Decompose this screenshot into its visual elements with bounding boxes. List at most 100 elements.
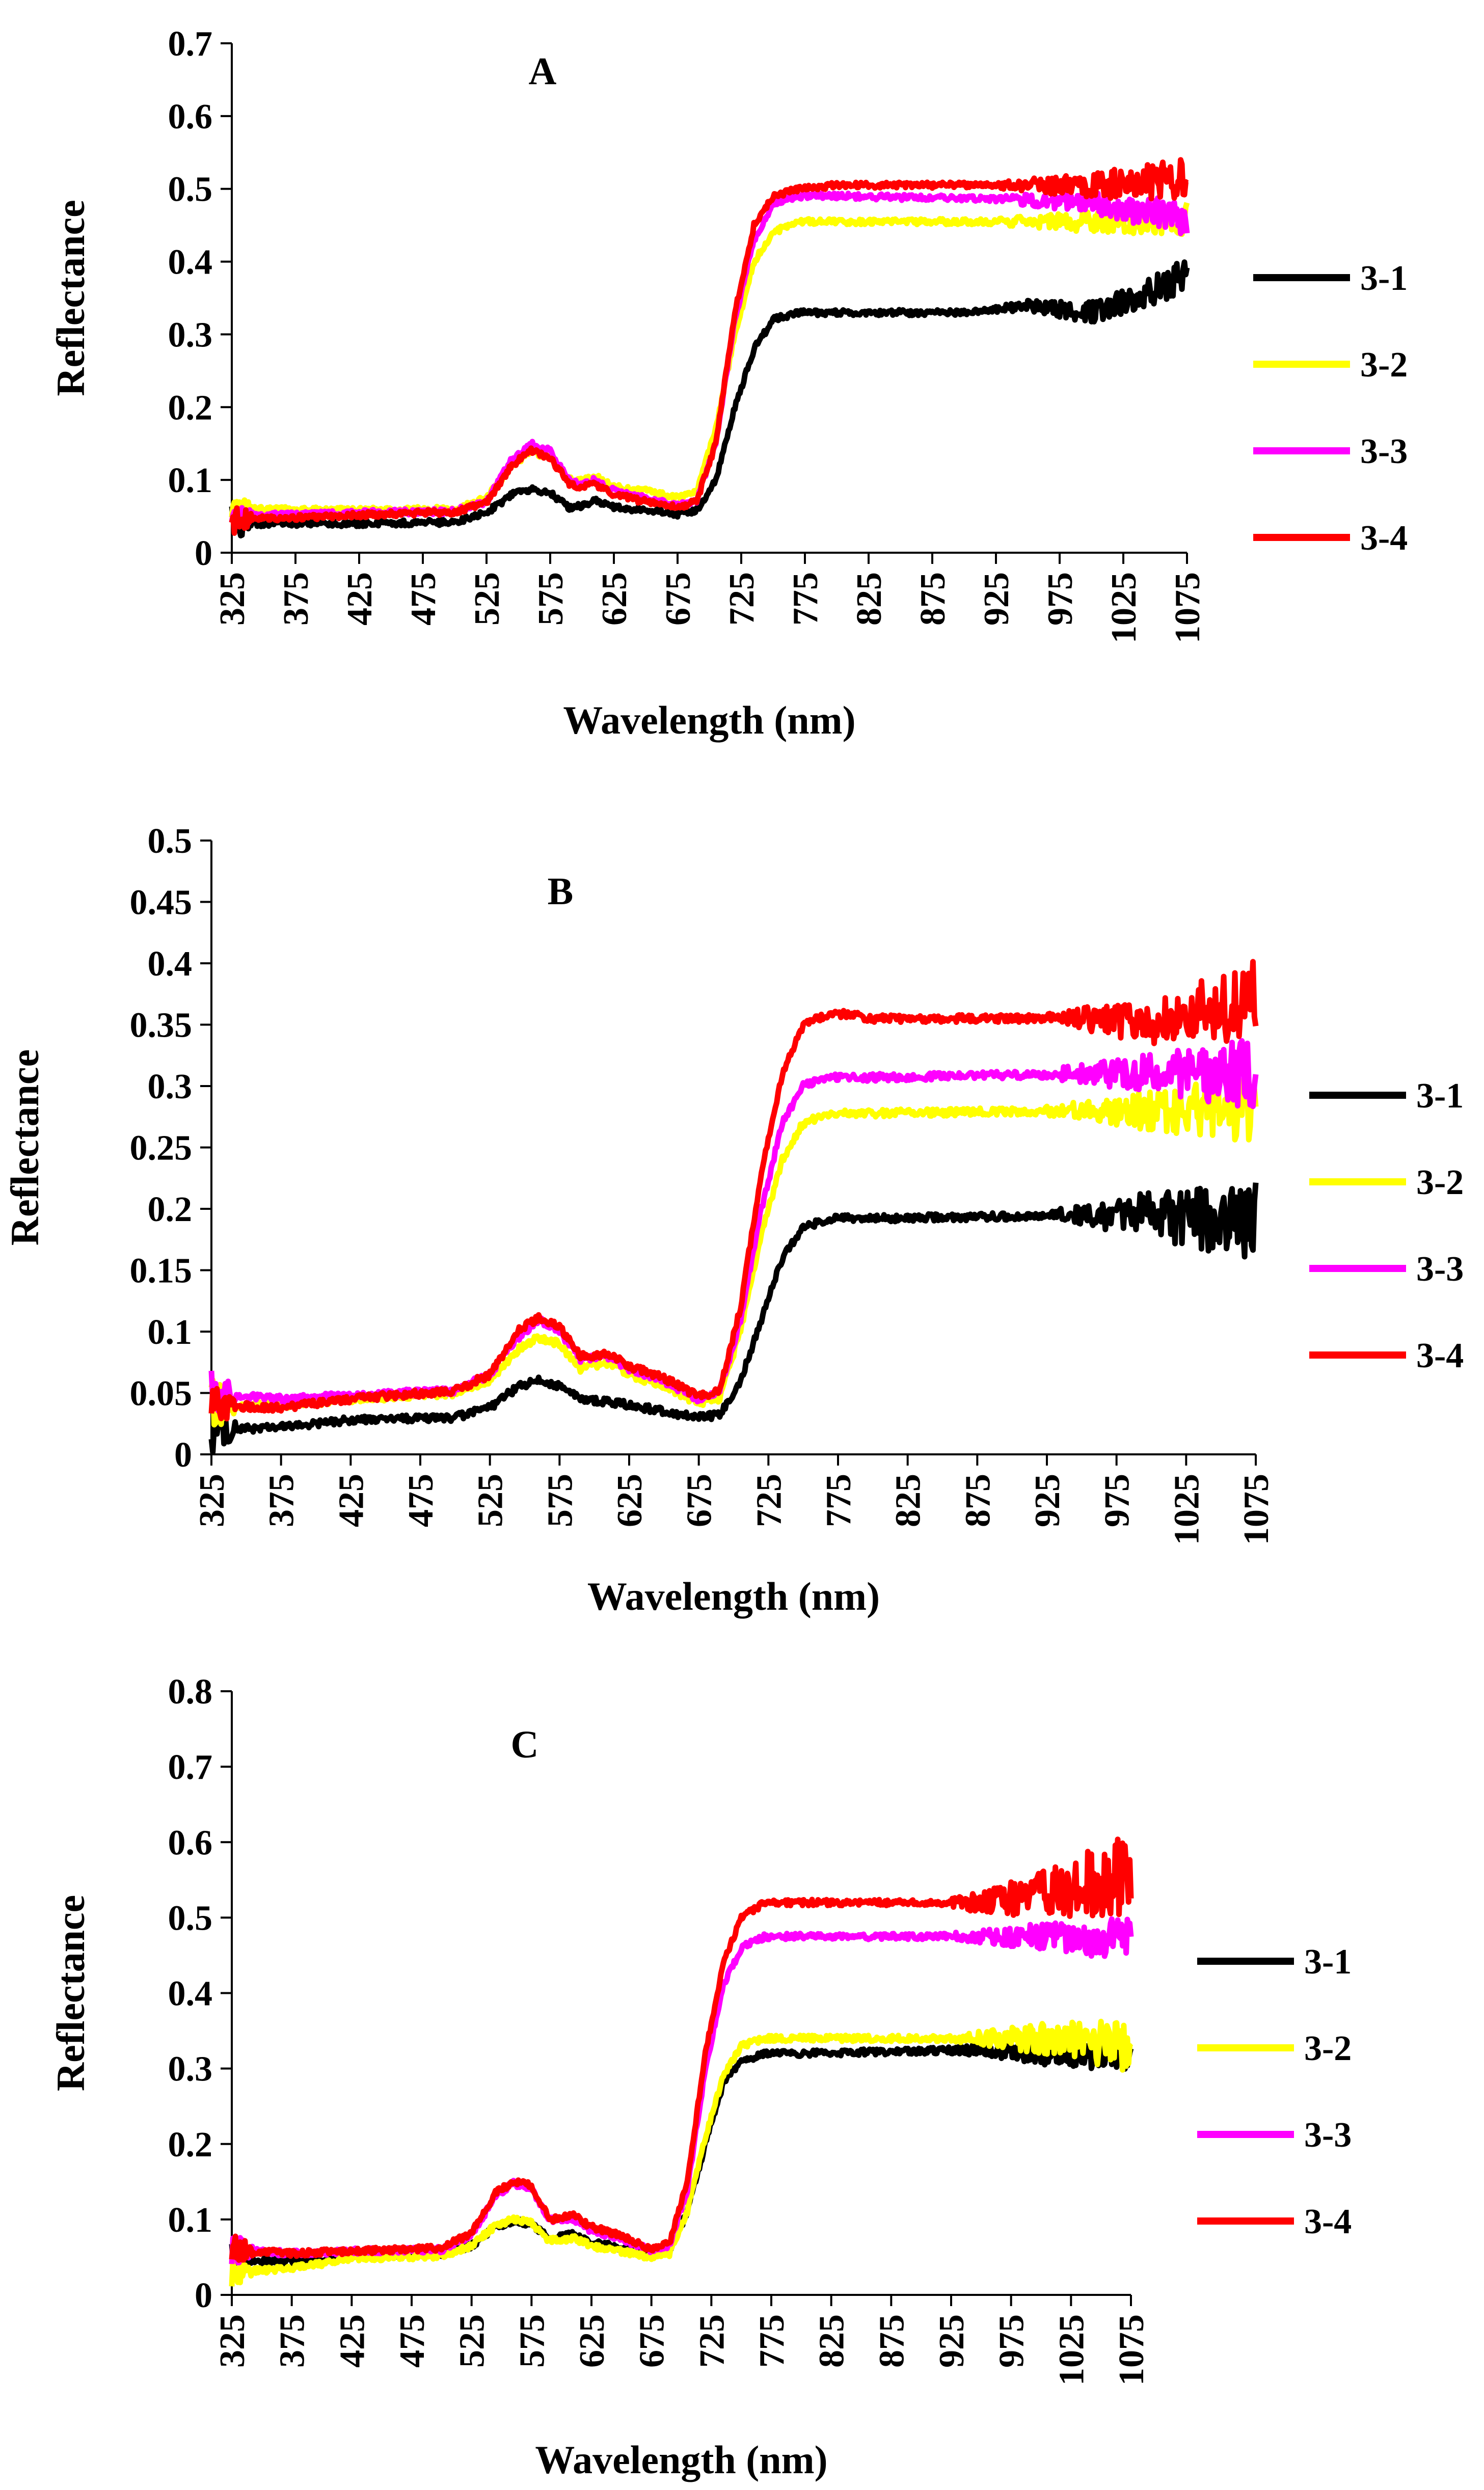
x-tick-label: 575 (541, 1474, 580, 1527)
legend-label: 3-4 (1416, 1336, 1464, 1375)
series-line-3-3 (229, 1916, 1134, 2266)
x-axis-title: Wavelength (nm) (535, 2438, 827, 2482)
chart-panel-C: 0 0.1 0.2 0.3 0.4 0.5 0.6 0.7 0.8 325 375 425 475 525… (48, 1672, 1352, 2482)
x-tick-label: 975 (992, 2314, 1032, 2368)
x-tick-label: 825 (889, 1474, 928, 1527)
x-tick-label: 975 (1041, 572, 1080, 626)
y-tick-label: 0.2 (168, 2125, 213, 2164)
chart-panel-B: 0 0.05 0.1 0.15 0.2 0.25 0.3 0.35 0.4 0.45 0.5 325 3… (3, 822, 1464, 1618)
x-tick-label: 925 (977, 572, 1016, 626)
x-tick-label: 975 (1098, 1474, 1137, 1527)
x-tick-label: 725 (692, 2314, 732, 2368)
x-tick-label: 925 (1028, 1474, 1067, 1527)
panel-label: B (548, 870, 574, 913)
y-tick-label: 0.8 (168, 1672, 213, 1712)
x-axis-title: Wavelength (nm) (587, 1574, 880, 1618)
y-tick-label: 0.2 (168, 388, 213, 427)
x-tick-label: 775 (752, 2314, 792, 2368)
x-tick-label: 1075 (1168, 572, 1207, 643)
x-tick-label: 1075 (1237, 1474, 1276, 1545)
x-tick-label: 725 (722, 572, 762, 626)
x-tick-label: 675 (680, 1474, 719, 1527)
y-tick-label: 0.5 (148, 822, 193, 861)
legend-label: 3-4 (1304, 2202, 1352, 2241)
x-tick-label: 325 (193, 1474, 232, 1527)
x-tick-label: 625 (595, 572, 634, 626)
y-tick-label: 0.7 (168, 1748, 213, 1787)
x-tick-label: 1075 (1112, 2314, 1151, 2386)
x-tick-label: 425 (333, 2314, 372, 2368)
x-tick-label: 425 (332, 1474, 371, 1527)
series-line-3-3 (229, 190, 1190, 529)
y-axis-title: Reflectance (48, 200, 93, 396)
x-tick-label: 875 (913, 572, 953, 626)
series-line-3-4 (229, 157, 1189, 536)
chart-panel-A: 0 0.1 0.2 0.3 0.4 0.5 0.6 0.7 325 375 425 475 525 575… (48, 24, 1408, 742)
series-line-3-2 (229, 2018, 1134, 2287)
x-tick-label: 375 (277, 572, 316, 626)
x-tick-label: 525 (468, 572, 507, 626)
x-tick-label: 675 (659, 572, 698, 626)
y-axis-title: Reflectance (3, 1049, 47, 1246)
x-tick-label: 1025 (1104, 572, 1144, 643)
legend-label: 3-1 (1360, 259, 1408, 298)
y-tick-label: 0.5 (168, 1899, 213, 1938)
x-tick-label: 825 (850, 572, 889, 626)
y-tick-label: 0.6 (168, 97, 213, 137)
y-tick-label: 0.6 (168, 1823, 213, 1862)
y-axis-title: Reflectance (48, 1895, 93, 2091)
x-tick-label: 575 (512, 2314, 552, 2368)
x-tick-label: 625 (610, 1474, 650, 1527)
legend-label: 3-2 (1416, 1163, 1464, 1202)
x-tick-label: 775 (786, 572, 825, 626)
legend-label: 3-3 (1360, 432, 1408, 471)
panel-label: A (529, 50, 557, 93)
y-tick-label: 0.1 (168, 461, 213, 500)
x-tick-label: 375 (262, 1474, 302, 1527)
panel-label: C (511, 1723, 539, 1766)
series-line-3-1 (229, 2035, 1134, 2273)
y-tick-label: 0.1 (168, 2201, 213, 2240)
x-tick-label: 475 (393, 2314, 432, 2368)
x-tick-label: 1025 (1052, 2314, 1091, 2386)
x-tick-label: 475 (404, 572, 443, 626)
x-tick-label: 875 (872, 2314, 911, 2368)
y-tick-label: 0.45 (130, 883, 193, 923)
series-line-3-1 (229, 259, 1190, 538)
legend-label: 3-2 (1360, 345, 1408, 385)
x-tick-label: 775 (819, 1474, 858, 1527)
y-tick-label: 0.25 (130, 1129, 193, 1168)
y-tick-label: 0.4 (168, 1974, 213, 2014)
y-tick-label: 0 (195, 534, 212, 573)
y-tick-label: 0.2 (148, 1190, 193, 1229)
x-tick-label: 925 (932, 2314, 972, 2368)
x-tick-label: 625 (573, 2314, 612, 2368)
y-tick-label: 0.3 (168, 315, 213, 355)
y-tick-label: 0.15 (130, 1252, 193, 1291)
series-line-3-4 (229, 1836, 1134, 2263)
x-tick-label: 675 (633, 2314, 672, 2368)
x-tick-label: 525 (471, 1474, 510, 1527)
x-tick-label: 475 (401, 1474, 441, 1527)
x-tick-label: 525 (453, 2314, 492, 2368)
legend-label: 3-2 (1304, 2029, 1352, 2068)
y-tick-label: 0.3 (148, 1067, 193, 1106)
y-tick-label: 0.1 (148, 1313, 193, 1352)
legend-label: 3-1 (1416, 1076, 1464, 1116)
y-tick-label: 0.5 (168, 170, 213, 209)
series-line-3-2 (208, 1077, 1259, 1428)
y-tick-label: 0 (195, 2276, 212, 2315)
x-tick-label: 825 (813, 2314, 852, 2368)
x-tick-label: 325 (213, 2314, 252, 2368)
legend-label: 3-3 (1416, 1250, 1464, 1289)
x-tick-label: 875 (958, 1474, 997, 1527)
x-tick-label: 575 (531, 572, 571, 626)
series-line-3-4 (208, 959, 1259, 1422)
x-tick-label: 1025 (1167, 1474, 1206, 1545)
x-tick-label: 425 (340, 572, 380, 626)
legend-label: 3-1 (1304, 1942, 1352, 1982)
legend-label: 3-4 (1360, 519, 1408, 558)
x-tick-label: 375 (273, 2314, 312, 2368)
x-tick-label: 725 (749, 1474, 789, 1527)
y-tick-label: 0.3 (168, 2050, 213, 2089)
